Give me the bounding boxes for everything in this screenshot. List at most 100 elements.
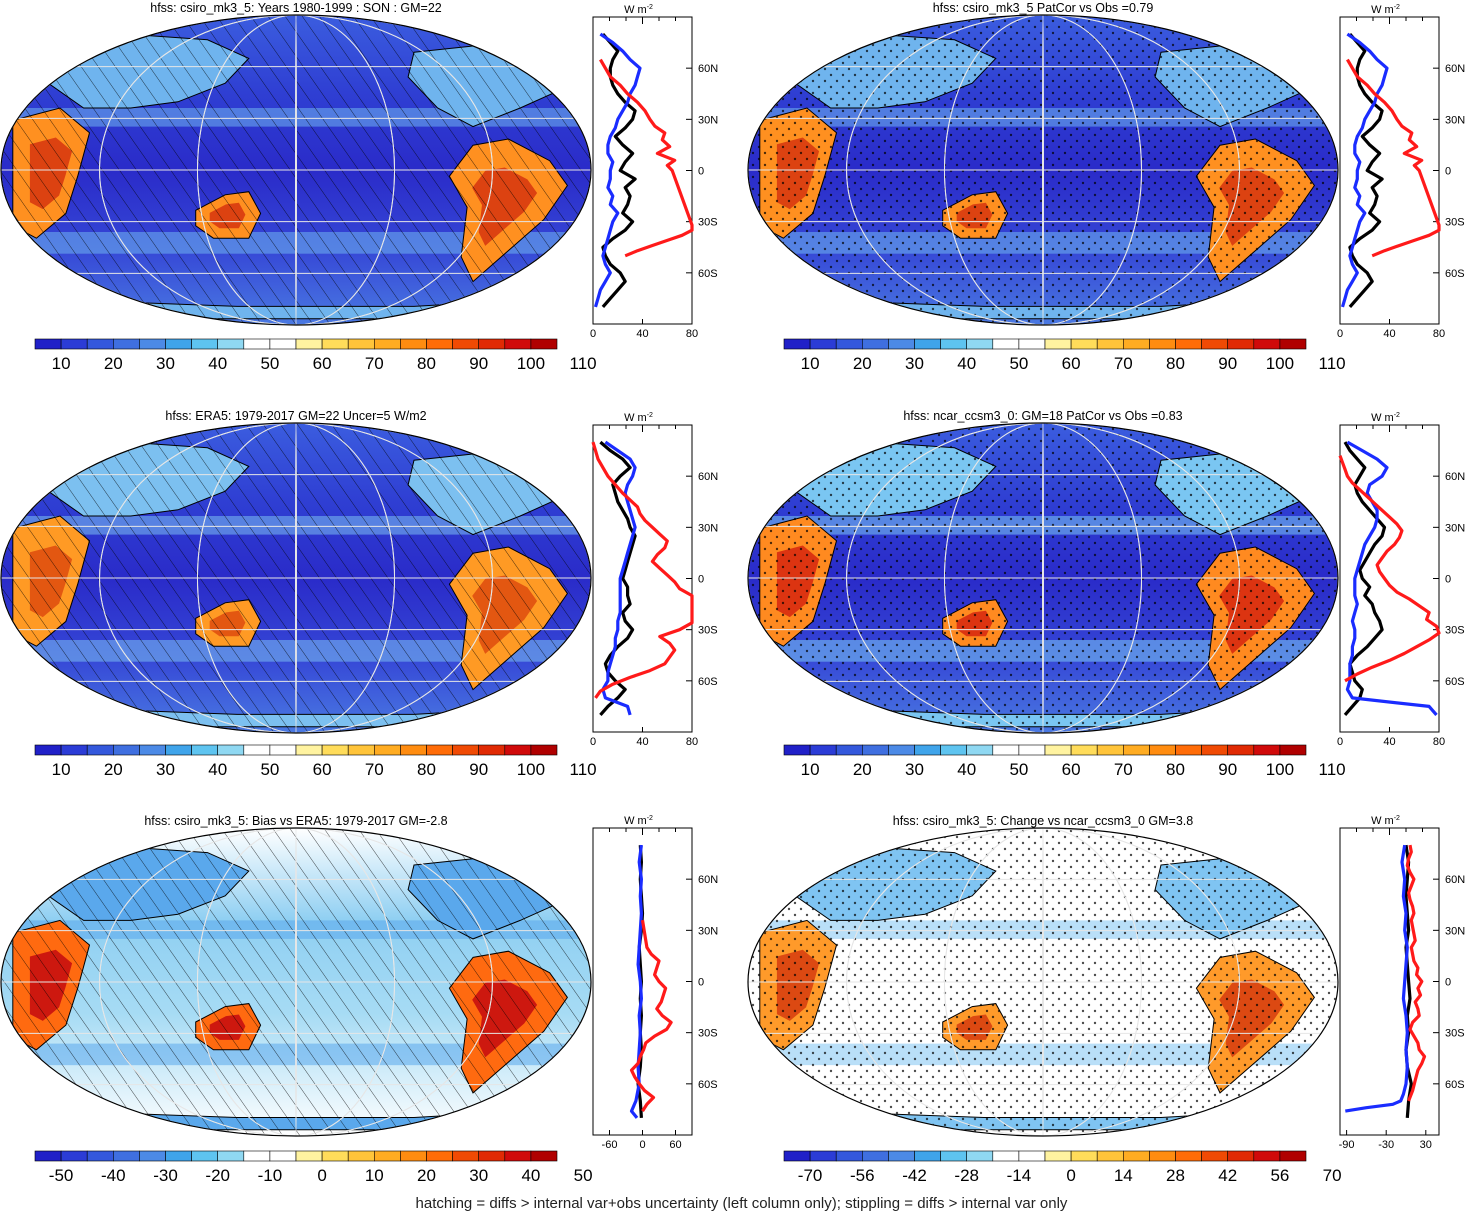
colorbar-label: 30 [469, 1166, 488, 1185]
colorbar-label: 20 [417, 1166, 436, 1185]
profile-unit: W m-2 [1371, 412, 1400, 424]
profile-xtick-label: 0 [590, 736, 596, 748]
panel-title: hfss: csiro_mk3_5: Years 1980-1999 : SON… [150, 1, 442, 15]
profile-xtick-label: 40 [1383, 328, 1395, 340]
colorbar-box [1227, 1150, 1255, 1162]
colorbar-box [992, 1150, 1020, 1162]
panel-title: hfss: csiro_mk3_5: Bias vs ERA5: 1979-20… [144, 814, 447, 828]
profile-ytick-label: 30N [698, 522, 718, 534]
colorbar-label: 30 [156, 760, 175, 779]
map-field [748, 828, 1338, 1136]
colorbar-box [809, 338, 837, 350]
map-border [0, 14, 592, 326]
profile-line-red [599, 58, 694, 258]
panel-title: hfss: ERA5: 1979-2017 GM=22 Uncer=5 W/m2 [165, 409, 426, 423]
colorbar-label: 50 [574, 1166, 593, 1185]
colorbar-box [139, 338, 166, 350]
colorbar-label: 50 [1009, 354, 1028, 373]
colorbar-label: 70 [365, 354, 384, 373]
colorbar-label: -20 [205, 1166, 230, 1185]
colorbar-label: 40 [521, 1166, 540, 1185]
colorbar-box [400, 744, 427, 756]
profile-line-red [1338, 455, 1441, 683]
panel-1: hfss: csiro_mk3_5: Years 1980-1999 : SON… [0, 1, 718, 373]
colorbar-label: 60 [313, 354, 332, 373]
map-border [747, 827, 1339, 1137]
colorbar-box [347, 338, 375, 350]
colorbar-label: 70 [1323, 1166, 1342, 1185]
profile-ytick-label: 60S [698, 676, 718, 688]
colorbar-box [861, 744, 889, 756]
map-border [747, 14, 1339, 326]
colorbar-label: 10 [52, 760, 71, 779]
colorbar: -70 -56 -42 -28 -14 0 14 28 42 56 70 [783, 1150, 1342, 1185]
profile-frame [1339, 827, 1440, 1136]
colorbar-label: 60 [1062, 760, 1081, 779]
colorbar-box [86, 744, 114, 756]
profile-xtick-label: 80 [686, 736, 698, 748]
profile-line-black [1404, 844, 1413, 1119]
colorbar-box [217, 1150, 245, 1162]
colorbar-box [426, 338, 453, 350]
colorbar-box [165, 744, 192, 756]
profile-ytick-label: 0 [1445, 574, 1451, 586]
colorbar-label: -40 [101, 1166, 126, 1185]
colorbar-box [504, 338, 532, 350]
profile-ytick-label: 60N [1445, 471, 1465, 483]
colorbar-label: 40 [957, 760, 976, 779]
zonal-profile: W m-2 60N 30N 0 30S 60S 0 40 80 [1337, 4, 1465, 340]
profile-ytick-label: 60S [1445, 1079, 1465, 1091]
profile-ytick-label: 30N [698, 114, 718, 126]
colorbar-label: 40 [208, 354, 227, 373]
colorbar-label: 70 [1114, 354, 1133, 373]
colorbar-box [373, 744, 401, 756]
colorbar-box [86, 1150, 114, 1162]
colorbar-label: 50 [260, 354, 279, 373]
colorbar-label: 110 [570, 354, 597, 373]
colorbar-label: 80 [1166, 354, 1185, 373]
colorbar-box [1279, 744, 1307, 756]
colorbar-box [1096, 744, 1124, 756]
colorbar-box [139, 744, 166, 756]
colorbar-label: 20 [104, 354, 123, 373]
profile-xtick-label: 40 [636, 328, 648, 340]
colorbar-box [1227, 338, 1255, 350]
colorbar-box [1175, 338, 1202, 350]
colorbar-box [191, 338, 219, 350]
colorbar-label: 90 [1218, 760, 1237, 779]
footer-caption: hatching = diffs > internal var+obs unce… [415, 1195, 1068, 1212]
colorbar-label: 40 [208, 760, 227, 779]
colorbar-box [1018, 744, 1046, 756]
colorbar-box [1018, 1150, 1046, 1162]
colorbar-box [86, 338, 114, 350]
profile-unit: W m-2 [624, 4, 653, 16]
colorbar-box [60, 744, 88, 756]
colorbar-label: 0 [1066, 1166, 1075, 1185]
map-border [747, 422, 1339, 734]
colorbar-label: 10 [365, 1166, 384, 1185]
colorbar-box [1044, 1150, 1072, 1162]
colorbar-box [966, 744, 994, 756]
colorbar-box [295, 338, 323, 350]
colorbar-box [217, 744, 245, 756]
colorbar-box [809, 744, 837, 756]
colorbar-label: 90 [1218, 354, 1237, 373]
colorbar-box [888, 338, 915, 350]
profile-ytick-label: 60N [698, 63, 718, 75]
colorbar-box [530, 338, 558, 350]
colorbar-label: 90 [469, 354, 488, 373]
colorbar-box [452, 1150, 480, 1162]
colorbar-box [1018, 338, 1046, 350]
profile-line-black [1348, 33, 1384, 308]
colorbar-box [1149, 338, 1176, 350]
colorbar-box [217, 338, 245, 350]
profile-xtick-label: 80 [1433, 736, 1445, 748]
map-field [1, 828, 591, 1136]
colorbar-box [400, 338, 427, 350]
colorbar-label: 20 [104, 760, 123, 779]
colorbar-label: 100 [517, 354, 545, 373]
colorbar-box [530, 1150, 558, 1162]
colorbar-box [1253, 338, 1281, 350]
profile-line-red [629, 919, 673, 1112]
colorbar-box [1070, 744, 1098, 756]
